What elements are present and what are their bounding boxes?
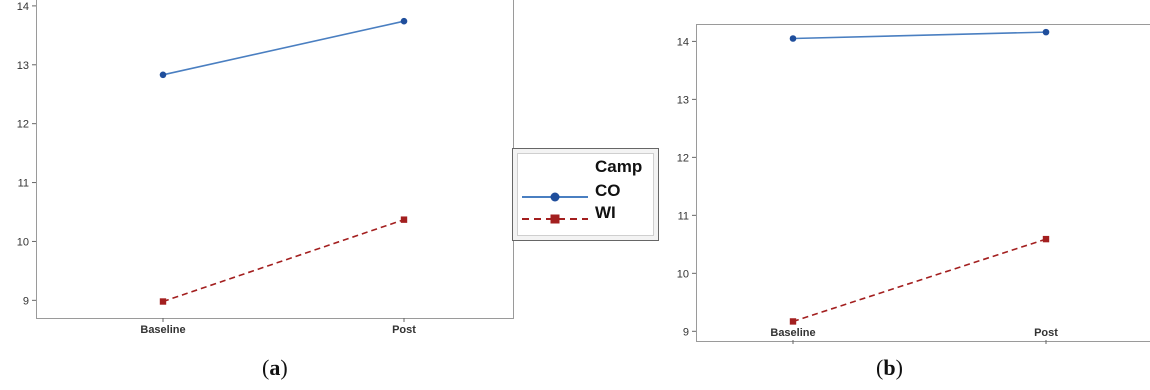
caption-a-open: ( [262,355,270,380]
x-tick-label-a-post: Post [392,324,416,336]
y-tick-label-b-13: 13 [677,94,689,106]
caption-a-letter: a [269,355,281,380]
legend-marker-co [550,192,560,202]
y-tick-label-a-9: 9 [23,295,29,307]
data-point-a-co-0 [159,71,167,79]
data-point-b-wi-0 [789,318,797,325]
chart-panel-b: 9 10 11 12 13 14 Baseline Post [660,20,1150,346]
plot-area-a [36,0,514,319]
data-point-a-wi-0 [159,298,167,305]
data-point-a-wi-1 [400,216,408,223]
y-tick-label-a-11: 11 [18,178,29,190]
caption-b: (b) [876,355,903,381]
chart-svg-a: 9 10 11 12 13 14 Baseline Post [17,1,417,336]
chart-panel-a: 9 10 11 12 13 14 Baseline Post [0,0,515,345]
y-tick-label-b-10: 10 [677,268,689,280]
y-tick-label-b-11: 11 [678,210,689,222]
legend-box [517,153,654,236]
data-point-b-co-0 [789,35,797,42]
y-tick-label-a-10: 10 [17,236,29,248]
series-line-a-co [162,20,405,76]
caption-b-open: ( [876,355,884,380]
y-tick-label-a-14: 14 [17,1,29,13]
series-line-b-co [792,31,1047,40]
data-point-a-co-1 [400,17,408,25]
y-tick-label-b-12: 12 [677,152,689,164]
caption-a: (a) [262,355,288,381]
chart-svg-b: 9 10 11 12 13 14 Baseline Post [677,28,1058,344]
x-tick-label-b-post: Post [1034,327,1058,339]
series-line-a-wi [162,218,405,303]
caption-b-letter: b [883,355,896,380]
legend-symbols [522,192,588,224]
y-tick-label-a-12: 12 [17,119,29,131]
legend-marker-wi [550,214,560,224]
legend-title: Camp [595,157,643,176]
legend-label-co: CO [595,181,621,200]
plot-area-b [696,24,1150,342]
x-tick-label-b-baseline: Baseline [770,327,815,339]
legend: Camp CO WI [512,148,659,241]
caption-b-close: ) [895,355,903,380]
x-tick-label-a-baseline: Baseline [140,324,185,336]
legend-label-wi: WI [595,203,616,222]
y-tick-label-b-14: 14 [677,36,689,48]
data-point-b-wi-1 [1042,235,1050,243]
y-tick-label-a-13: 13 [17,60,29,72]
caption-a-close: ) [280,355,288,380]
y-tick-label-b-9: 9 [683,326,689,338]
series-line-b-wi [792,238,1047,323]
data-point-b-co-1 [1042,28,1050,36]
